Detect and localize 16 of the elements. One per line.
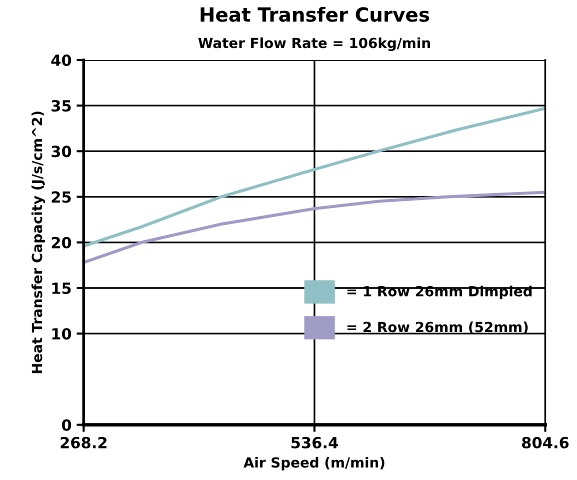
legend-label: = 2 Row 26mm (52mm) [347,322,528,334]
x-axis-title: Air Speed (m/min) [243,456,384,470]
chart-title: Heat Transfer Curves [200,6,430,22]
y-axis-title: Heat Transfer Capacity (J/s/cm^2) [31,112,46,374]
chart-subtitle: Water Flow Rate = 106kg/min [198,37,430,51]
x-tick-label: 804.6 [522,436,569,448]
y-tick-label: 15 [52,282,71,294]
y-tick-label: 0 [62,419,72,431]
y-tick-label: 40 [51,54,72,66]
x-tick-label: 536.4 [291,436,338,448]
y-tick-label: 25 [52,191,71,203]
y-tick-label: 35 [52,100,71,112]
y-tick-label: 20 [52,236,72,248]
y-tick-label: 10 [52,328,72,340]
y-tick-label: 30 [52,146,72,158]
x-tick-label: 268.2 [60,436,106,448]
